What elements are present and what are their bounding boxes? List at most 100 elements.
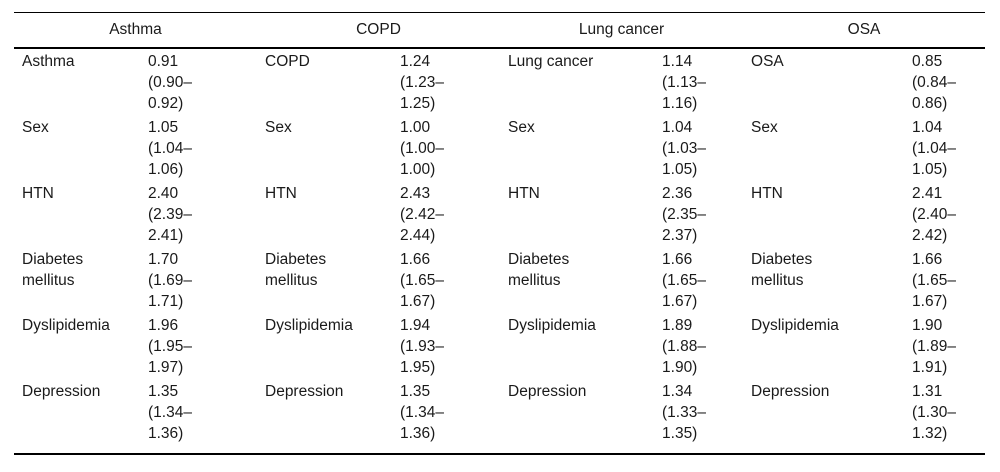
row-label-text: Diabetes mellitus: [751, 251, 813, 289]
ci-upper: 1.90): [662, 359, 698, 376]
row-label-text: HTN: [508, 185, 540, 202]
ci-upper: 1.67): [400, 293, 436, 310]
estimate-cell: 1.24 (1.23– 1.25): [400, 48, 500, 115]
estimate-value: 0.85: [912, 53, 943, 70]
estimate-value: 1.35: [148, 383, 179, 400]
ci-lower: (1.88–: [662, 338, 706, 355]
row-label-text: Diabetes mellitus: [508, 251, 570, 289]
row-label: Dyslipidemia: [500, 313, 662, 379]
estimate-cell: 2.40 (2.39– 2.41): [148, 181, 257, 247]
estimate-value: 1.14: [662, 53, 693, 70]
table-header: Asthma COPD Lung cancer OSA: [14, 12, 986, 49]
row-label: HTN: [743, 181, 912, 247]
row-label-text: Diabetes mellitus: [265, 251, 327, 289]
ci-upper: 1.97): [148, 359, 184, 376]
estimate-cell: 1.35 (1.34– 1.36): [400, 379, 501, 455]
estimate-value: 1.66: [400, 251, 431, 268]
estimate-cell: 1.89 (1.88– 1.90): [662, 313, 743, 379]
row-label: Dyslipidemia: [257, 313, 400, 379]
ci-upper: 1.16): [662, 95, 698, 112]
row-label: Depression: [257, 379, 400, 455]
row-label-text: Dyslipidemia: [508, 317, 596, 334]
ci-upper: 1.67): [662, 293, 698, 310]
ci-upper: 1.71): [148, 293, 184, 310]
row-label: Depression: [743, 379, 913, 455]
ci-lower: (1.95–: [148, 338, 192, 355]
ci-upper: 0.92): [148, 95, 184, 112]
estimate-cell: 1.66 (1.65– 1.67): [912, 247, 985, 313]
estimate-cell: 2.41 (2.40– 2.42): [912, 181, 985, 247]
estimate-cell: 1.05 (1.04– 1.06): [148, 115, 257, 181]
estimate-cell: 1.00 (1.00– 1.00): [400, 115, 500, 181]
ci-upper: 1.00): [400, 161, 436, 178]
row-label: Diabetes mellitus: [257, 247, 400, 313]
ci-upper: 1.06): [148, 161, 184, 178]
row-label-text: Asthma: [22, 53, 75, 70]
ci-lower: (1.65–: [912, 272, 956, 289]
ci-lower: (0.90–: [148, 74, 192, 91]
estimate-value: 1.89: [662, 317, 693, 334]
estimate-cell: 2.43 (2.42– 2.44): [400, 181, 500, 247]
ci-upper: 1.95): [400, 359, 436, 376]
ci-lower: (0.84–: [912, 74, 956, 91]
estimate-value: 1.66: [912, 251, 943, 268]
estimate-cell: 1.04 (1.04– 1.05): [912, 115, 985, 181]
row-label: Diabetes mellitus: [743, 247, 912, 313]
row-label-text: Sex: [751, 119, 778, 136]
header-row: Asthma COPD Lung cancer OSA: [14, 12, 986, 49]
row-label-text: Depression: [265, 383, 344, 400]
row-label-text: Sex: [508, 119, 535, 136]
ci-upper: 1.67): [912, 293, 948, 310]
table-row: Sex 1.05 (1.04– 1.06) Sex 1.00 (1.00– 1.00) …: [14, 115, 985, 181]
ci-lower: (1.30–: [912, 404, 956, 421]
estimate-value: 0.91: [148, 53, 179, 70]
ci-lower: (1.13–: [662, 74, 706, 91]
estimate-cell: 1.66 (1.65– 1.67): [400, 247, 500, 313]
ci-upper: 1.36): [400, 425, 436, 442]
row-label-text: Sex: [22, 119, 49, 136]
row-label: Sex: [14, 115, 148, 181]
table-body: Asthma 0.91 (0.90– 0.92) COPD 1.24 (1.23– 1.…: [14, 48, 986, 455]
table-row: HTN 2.40 (2.39– 2.41) HTN 2.43 (2.42– 2.44) …: [14, 181, 985, 247]
estimate-value: 1.90: [912, 317, 943, 334]
ci-lower: (1.93–: [400, 338, 444, 355]
row-label-text: COPD: [265, 53, 310, 70]
ci-lower: (1.34–: [148, 404, 192, 421]
ci-upper: 1.36): [148, 425, 184, 442]
row-label-text: Dyslipidemia: [22, 317, 110, 334]
estimate-cell: 0.85 (0.84– 0.86): [912, 48, 985, 115]
ci-lower: (1.33–: [662, 404, 706, 421]
estimate-cell: 1.70 (1.69– 1.71): [148, 247, 257, 313]
estimate-value: 2.40: [148, 185, 179, 202]
row-label-text: Diabetes mellitus: [22, 251, 84, 289]
estimate-cell: 1.90 (1.89– 1.91): [912, 313, 985, 379]
estimate-cell: 1.34 (1.33– 1.35): [662, 379, 744, 455]
row-label: HTN: [500, 181, 662, 247]
ci-lower: (2.40–: [912, 206, 956, 223]
ci-upper: 2.44): [400, 227, 436, 244]
estimate-cell: 1.31 (1.30– 1.32): [912, 379, 986, 455]
row-label: Asthma: [14, 48, 148, 115]
row-label-text: HTN: [265, 185, 297, 202]
estimate-value: 1.35: [400, 383, 431, 400]
estimate-cell: 1.66 (1.65– 1.67): [662, 247, 743, 313]
ci-lower: (1.69–: [148, 272, 192, 289]
ci-lower: (1.65–: [662, 272, 706, 289]
table-row: Depression 1.35 (1.34– 1.36) Depression 1.…: [14, 379, 986, 455]
ci-upper: 1.91): [912, 359, 948, 376]
estimate-value: 1.24: [400, 53, 431, 70]
row-label-text: Dyslipidemia: [751, 317, 839, 334]
ci-lower: (1.89–: [912, 338, 956, 355]
row-label: Dyslipidemia: [14, 313, 148, 379]
row-label: COPD: [257, 48, 400, 115]
ci-upper: 2.37): [662, 227, 698, 244]
row-label: HTN: [257, 181, 400, 247]
row-label: Lung cancer: [500, 48, 662, 115]
row-label-text: HTN: [751, 185, 783, 202]
column-group-osa: OSA: [743, 12, 986, 49]
estimate-value: 2.41: [912, 185, 943, 202]
estimate-cell: 1.14 (1.13– 1.16): [662, 48, 743, 115]
ci-lower: (2.42–: [400, 206, 444, 223]
ci-upper: 1.05): [662, 161, 698, 178]
row-label-text: OSA: [751, 53, 784, 70]
